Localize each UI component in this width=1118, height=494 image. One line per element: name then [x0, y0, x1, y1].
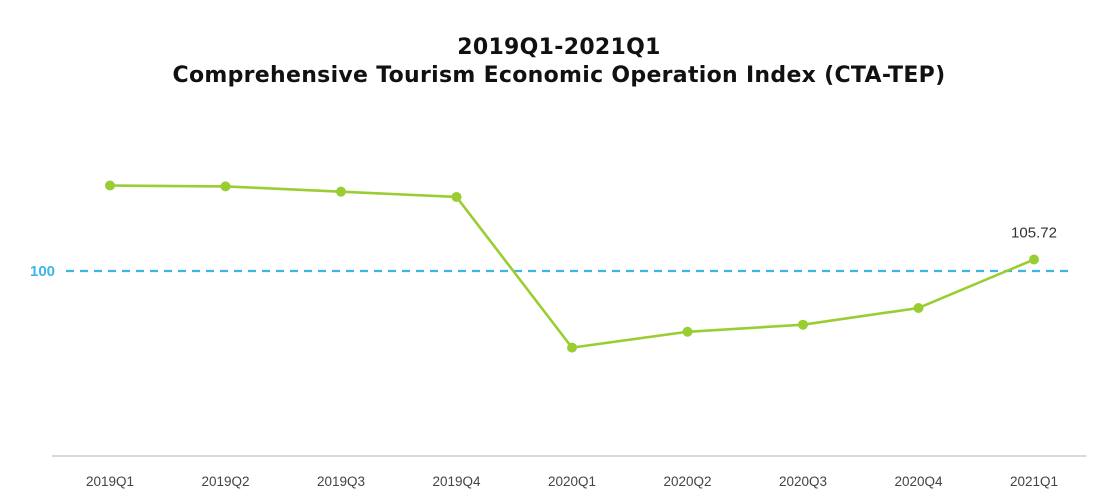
data-point-2019q4 — [451, 191, 462, 202]
chart-subtitle: Comprehensive Tourism Economic Operation… — [172, 63, 946, 88]
x-tick-label-2019q2: 2019Q2 — [201, 474, 249, 489]
data-point-2020q2 — [682, 326, 693, 337]
data-point-2019q2 — [220, 181, 231, 192]
x-tick-labels: 2019Q1 2019Q2 2019Q3 2019Q4 2020Q1 2020Q2 2020… — [86, 474, 1058, 489]
x-tick-label-2019q4: 2019Q4 — [432, 474, 481, 489]
reference-line-group: 100 — [30, 263, 1074, 280]
data-point-2020q1 — [567, 342, 577, 353]
x-tick-label-2019q3: 2019Q3 — [317, 474, 365, 489]
reference-line-label: 100 — [30, 263, 55, 280]
series-line — [109, 184, 1035, 349]
data-point-2019q1 — [105, 180, 115, 191]
data-point-2019q3 — [336, 186, 346, 197]
series-group — [105, 180, 1039, 353]
data-point-2020q4 — [913, 302, 924, 313]
data-point-2021q1 — [1029, 254, 1039, 265]
data-label-group: 105.72 — [1011, 225, 1057, 242]
x-tick-label-2020q2: 2020Q2 — [663, 474, 711, 489]
data-label-2021q1: 105.72 — [1011, 225, 1057, 242]
x-tick-label-2021q1: 2021Q1 — [1010, 474, 1058, 489]
x-tick-label-2020q3: 2020Q3 — [779, 474, 827, 489]
data-point-2020q3 — [798, 319, 808, 330]
x-tick-label-2020q1: 2020Q1 — [548, 474, 596, 489]
x-tick-label-2020q4: 2020Q4 — [894, 474, 943, 489]
chart-title-block: 2019Q1-2021Q1 Comprehensive Tourism Econ… — [0, 34, 1118, 90]
x-tick-label-2019q1: 2019Q1 — [86, 474, 134, 489]
chart-title: 2019Q1-2021Q1 — [457, 35, 661, 60]
